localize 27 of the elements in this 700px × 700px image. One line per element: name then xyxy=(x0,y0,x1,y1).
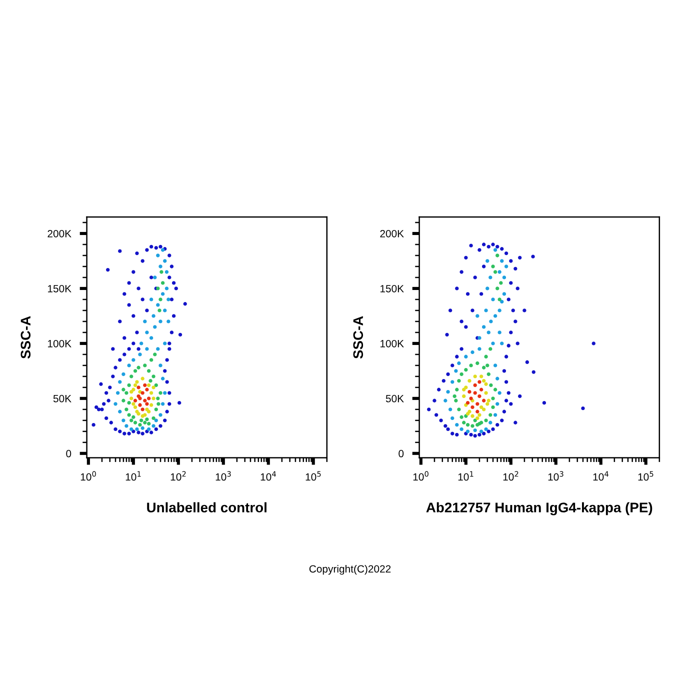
y-tick-label: 200K xyxy=(48,230,72,238)
y-tick-label: 100K xyxy=(48,340,72,348)
x-axis-title: Unlabelled control xyxy=(147,502,266,512)
y-tick-label: 150K xyxy=(48,284,72,292)
x-tick-label: 10$^{2}$ xyxy=(503,471,518,481)
text: Copyright(C)2022 xyxy=(309,564,391,575)
x-tick-label: 10$^{2}$ xyxy=(170,471,186,481)
y-tick-label: 0 xyxy=(398,450,404,458)
x-tick-label: 10$^{4}$ xyxy=(593,471,608,481)
x-tick-label: 10$^{0}$ xyxy=(80,471,96,481)
y-tick-label: 100K xyxy=(380,340,404,348)
x-tick-label: 10$^{3}$ xyxy=(216,471,231,481)
y-tick-label: 200K xyxy=(380,230,404,238)
x-tick-label: 10$^{4}$ xyxy=(260,471,276,481)
x-tick-label: 10$^{5}$ xyxy=(638,471,654,481)
x-tick-label: 10$^{1}$ xyxy=(458,471,474,481)
y-tick-label: 50K xyxy=(386,394,404,402)
x-tick-label: 10$^{3}$ xyxy=(548,471,564,481)
y-axis-title: SSC-A xyxy=(20,316,31,359)
x-tick-label: 10$^{5}$ xyxy=(306,471,321,481)
y-tick-label: 0 xyxy=(66,450,72,458)
y-tick-label: 150K xyxy=(380,284,404,292)
x-axis-title: Ab212757 Human IgG4-kappa (PE) xyxy=(426,502,652,516)
y-axis-title: SSC-A xyxy=(353,316,364,359)
y-tick-label: 50K xyxy=(53,394,72,402)
x-tick-label: 10$^{1}$ xyxy=(126,471,141,481)
x-tick-label: 10$^{0}$ xyxy=(413,471,428,481)
